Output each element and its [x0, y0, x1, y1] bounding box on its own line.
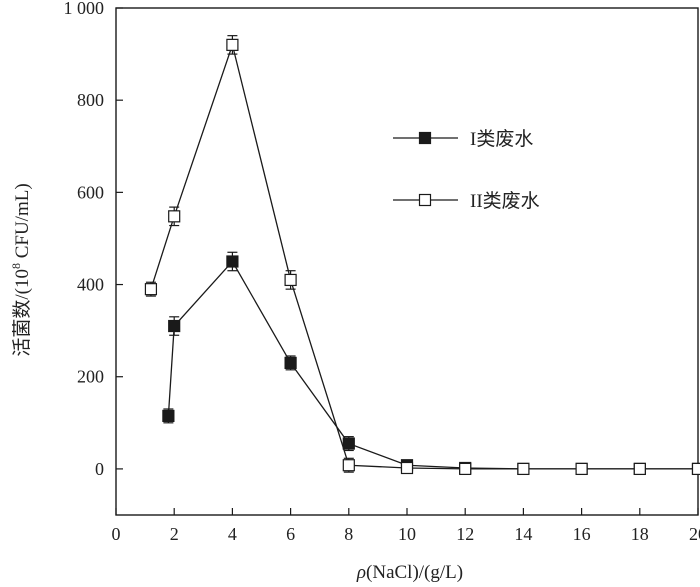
y-tick-label: 0	[95, 459, 104, 479]
x-tick-label: 4	[228, 524, 237, 544]
data-point	[168, 210, 181, 223]
legend-item: I类废水	[393, 128, 533, 150]
y-tick-label: 800	[77, 90, 104, 110]
y-axis-title: 活菌数/(108 CFU/mL)	[9, 183, 33, 356]
data-point	[226, 255, 239, 268]
legend: I类废水 II类废水	[393, 128, 540, 212]
x-tick-label: 14	[514, 524, 532, 544]
ticks: 0246810121416182002004006008001 000	[64, 0, 700, 544]
data-point	[284, 273, 297, 287]
series-line	[167, 260, 698, 470]
series-2	[144, 35, 700, 476]
data-point	[459, 462, 472, 476]
x-tick-label: 20	[689, 524, 700, 544]
plot-frame	[115, 7, 699, 516]
data-point	[691, 462, 700, 476]
x-tick-label: 12	[456, 524, 474, 544]
legend-marker	[418, 193, 432, 207]
x-tick-label: 2	[170, 524, 179, 544]
y-tick-label: 400	[77, 275, 104, 295]
data-point	[162, 409, 175, 423]
y-tick-label: 200	[77, 367, 104, 387]
data-point	[575, 462, 588, 476]
data-point	[517, 462, 530, 476]
x-tick-label: 6	[286, 524, 295, 544]
data-point	[633, 462, 646, 476]
data-point	[342, 459, 355, 472]
data-point	[400, 461, 414, 475]
legend-marker	[418, 131, 432, 145]
legend-item: II类废水	[393, 190, 540, 212]
x-tick-label: 8	[344, 524, 353, 544]
legend-label: I类废水	[470, 128, 533, 150]
data-point	[168, 319, 181, 333]
series-1	[162, 251, 700, 476]
x-tick-label: 16	[573, 524, 591, 544]
x-tick-label: 10	[398, 524, 416, 544]
data-point	[284, 356, 297, 369]
x-tick-label: 18	[631, 524, 649, 544]
x-axis-title: ρ(NaCl)/(g/L)	[356, 562, 463, 583]
y-tick-label: 1 000	[64, 0, 105, 18]
y-tick-label: 600	[77, 182, 104, 202]
series-layer	[144, 35, 700, 476]
x-tick-label: 0	[112, 524, 121, 544]
axes	[115, 7, 699, 516]
data-point	[226, 38, 239, 51]
data-point	[144, 283, 158, 296]
data-point	[342, 437, 355, 450]
legend-label: II类废水	[470, 190, 540, 212]
